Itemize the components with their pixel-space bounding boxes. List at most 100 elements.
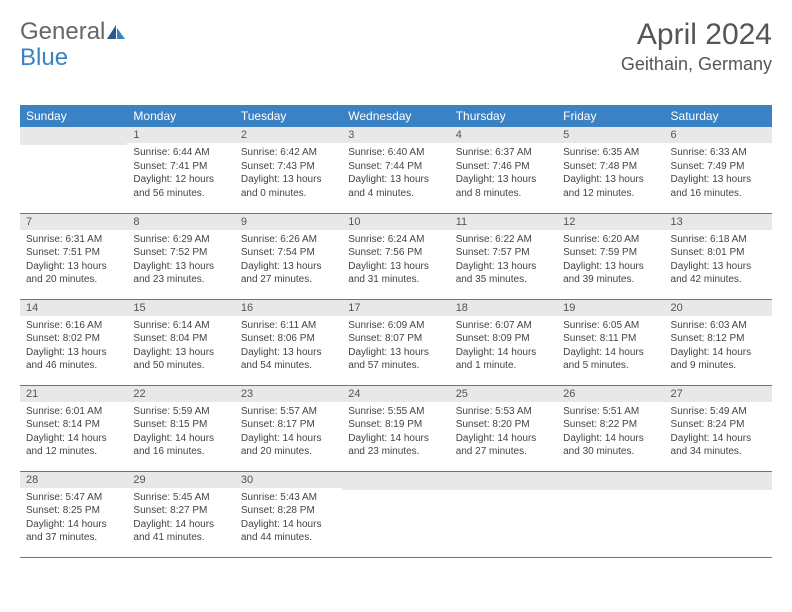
day-number: 2 — [235, 127, 342, 143]
calendar-day-cell: 23Sunrise: 5:57 AMSunset: 8:17 PMDayligh… — [235, 385, 342, 471]
calendar-day-cell — [342, 471, 449, 557]
sunset-text: Sunset: 8:01 PM — [671, 246, 766, 260]
daylight-text: Daylight: 14 hours and 1 minute. — [456, 346, 551, 373]
day-details: Sunrise: 6:44 AMSunset: 7:41 PMDaylight:… — [127, 143, 234, 204]
calendar-week-row: 21Sunrise: 6:01 AMSunset: 8:14 PMDayligh… — [20, 385, 772, 471]
day-number: 15 — [127, 300, 234, 316]
sunrise-text: Sunrise: 5:57 AM — [241, 405, 336, 419]
day-number: 16 — [235, 300, 342, 316]
daylight-text: Daylight: 13 hours and 4 minutes. — [348, 173, 443, 200]
sunrise-text: Sunrise: 6:40 AM — [348, 146, 443, 160]
sunset-text: Sunset: 7:49 PM — [671, 160, 766, 174]
sunrise-text: Sunrise: 6:09 AM — [348, 319, 443, 333]
sunrise-text: Sunrise: 6:35 AM — [563, 146, 658, 160]
sunset-text: Sunset: 8:17 PM — [241, 418, 336, 432]
sunset-text: Sunset: 7:44 PM — [348, 160, 443, 174]
daylight-text: Daylight: 14 hours and 12 minutes. — [26, 432, 121, 459]
day-details: Sunrise: 5:47 AMSunset: 8:25 PMDaylight:… — [20, 488, 127, 549]
daylight-text: Daylight: 14 hours and 16 minutes. — [133, 432, 228, 459]
sunrise-text: Sunrise: 6:11 AM — [241, 319, 336, 333]
daylight-text: Daylight: 13 hours and 35 minutes. — [456, 260, 551, 287]
day-number: 26 — [557, 386, 664, 402]
daylight-text: Daylight: 14 hours and 30 minutes. — [563, 432, 658, 459]
sunset-text: Sunset: 8:24 PM — [671, 418, 766, 432]
day-number: 13 — [665, 214, 772, 230]
header: General April 2024 Geithain, Germany — [20, 18, 772, 75]
sunrise-text: Sunrise: 6:01 AM — [26, 405, 121, 419]
day-number: 23 — [235, 386, 342, 402]
day-details: Sunrise: 6:20 AMSunset: 7:59 PMDaylight:… — [557, 230, 664, 291]
calendar-day-cell: 8Sunrise: 6:29 AMSunset: 7:52 PMDaylight… — [127, 213, 234, 299]
day-number: 9 — [235, 214, 342, 230]
sunset-text: Sunset: 8:25 PM — [26, 504, 121, 518]
weekday-header: Thursday — [450, 105, 557, 127]
calendar-day-cell: 1Sunrise: 6:44 AMSunset: 7:41 PMDaylight… — [127, 127, 234, 213]
day-number: 28 — [20, 472, 127, 488]
weekday-header: Friday — [557, 105, 664, 127]
day-details: Sunrise: 5:53 AMSunset: 8:20 PMDaylight:… — [450, 402, 557, 463]
sunrise-text: Sunrise: 6:31 AM — [26, 233, 121, 247]
day-details: Sunrise: 6:42 AMSunset: 7:43 PMDaylight:… — [235, 143, 342, 204]
sunrise-text: Sunrise: 5:47 AM — [26, 491, 121, 505]
day-details: Sunrise: 6:18 AMSunset: 8:01 PMDaylight:… — [665, 230, 772, 291]
calendar-day-cell: 26Sunrise: 5:51 AMSunset: 8:22 PMDayligh… — [557, 385, 664, 471]
title-block: April 2024 Geithain, Germany — [621, 18, 772, 75]
day-number: 4 — [450, 127, 557, 143]
day-details: Sunrise: 6:11 AMSunset: 8:06 PMDaylight:… — [235, 316, 342, 377]
calendar-day-cell: 6Sunrise: 6:33 AMSunset: 7:49 PMDaylight… — [665, 127, 772, 213]
daylight-text: Daylight: 13 hours and 50 minutes. — [133, 346, 228, 373]
calendar-day-cell: 28Sunrise: 5:47 AMSunset: 8:25 PMDayligh… — [20, 471, 127, 557]
calendar-day-cell: 24Sunrise: 5:55 AMSunset: 8:19 PMDayligh… — [342, 385, 449, 471]
day-number: 6 — [665, 127, 772, 143]
sunset-text: Sunset: 7:43 PM — [241, 160, 336, 174]
sunrise-text: Sunrise: 6:44 AM — [133, 146, 228, 160]
sunrise-text: Sunrise: 6:29 AM — [133, 233, 228, 247]
logo-text-2: Blue — [20, 44, 68, 72]
sunset-text: Sunset: 8:28 PM — [241, 504, 336, 518]
day-details: Sunrise: 5:43 AMSunset: 8:28 PMDaylight:… — [235, 488, 342, 549]
calendar-week-row: 1Sunrise: 6:44 AMSunset: 7:41 PMDaylight… — [20, 127, 772, 213]
sunset-text: Sunset: 7:59 PM — [563, 246, 658, 260]
sunrise-text: Sunrise: 5:43 AM — [241, 491, 336, 505]
calendar-day-cell: 13Sunrise: 6:18 AMSunset: 8:01 PMDayligh… — [665, 213, 772, 299]
day-number: 17 — [342, 300, 449, 316]
day-number: 1 — [127, 127, 234, 143]
sunset-text: Sunset: 8:02 PM — [26, 332, 121, 346]
sunrise-text: Sunrise: 6:18 AM — [671, 233, 766, 247]
day-details: Sunrise: 6:26 AMSunset: 7:54 PMDaylight:… — [235, 230, 342, 291]
day-details: Sunrise: 6:22 AMSunset: 7:57 PMDaylight:… — [450, 230, 557, 291]
sunrise-text: Sunrise: 6:14 AM — [133, 319, 228, 333]
month-title: April 2024 — [621, 18, 772, 52]
sunset-text: Sunset: 8:06 PM — [241, 332, 336, 346]
day-details: Sunrise: 6:14 AMSunset: 8:04 PMDaylight:… — [127, 316, 234, 377]
day-number: 25 — [450, 386, 557, 402]
day-details: Sunrise: 6:01 AMSunset: 8:14 PMDaylight:… — [20, 402, 127, 463]
calendar-day-cell: 12Sunrise: 6:20 AMSunset: 7:59 PMDayligh… — [557, 213, 664, 299]
calendar-day-cell — [450, 471, 557, 557]
daylight-text: Daylight: 13 hours and 31 minutes. — [348, 260, 443, 287]
weekday-header: Sunday — [20, 105, 127, 127]
calendar-day-cell: 7Sunrise: 6:31 AMSunset: 7:51 PMDaylight… — [20, 213, 127, 299]
day-number: 3 — [342, 127, 449, 143]
calendar-day-cell: 14Sunrise: 6:16 AMSunset: 8:02 PMDayligh… — [20, 299, 127, 385]
sunset-text: Sunset: 8:11 PM — [563, 332, 658, 346]
day-number: 14 — [20, 300, 127, 316]
day-details: Sunrise: 5:57 AMSunset: 8:17 PMDaylight:… — [235, 402, 342, 463]
calendar-table: Sunday Monday Tuesday Wednesday Thursday… — [20, 105, 772, 558]
weekday-header-row: Sunday Monday Tuesday Wednesday Thursday… — [20, 105, 772, 127]
daylight-text: Daylight: 14 hours and 5 minutes. — [563, 346, 658, 373]
daylight-text: Daylight: 14 hours and 9 minutes. — [671, 346, 766, 373]
logo-text-1: General — [20, 18, 105, 46]
day-details: Sunrise: 5:55 AMSunset: 8:19 PMDaylight:… — [342, 402, 449, 463]
daylight-text: Daylight: 14 hours and 37 minutes. — [26, 518, 121, 545]
day-details: Sunrise: 6:40 AMSunset: 7:44 PMDaylight:… — [342, 143, 449, 204]
daylight-text: Daylight: 13 hours and 27 minutes. — [241, 260, 336, 287]
sunset-text: Sunset: 7:46 PM — [456, 160, 551, 174]
sunset-text: Sunset: 8:22 PM — [563, 418, 658, 432]
calendar-week-row: 14Sunrise: 6:16 AMSunset: 8:02 PMDayligh… — [20, 299, 772, 385]
day-number: 24 — [342, 386, 449, 402]
logo: General — [20, 18, 125, 46]
sunset-text: Sunset: 8:20 PM — [456, 418, 551, 432]
daylight-text: Daylight: 14 hours and 20 minutes. — [241, 432, 336, 459]
day-number: 8 — [127, 214, 234, 230]
